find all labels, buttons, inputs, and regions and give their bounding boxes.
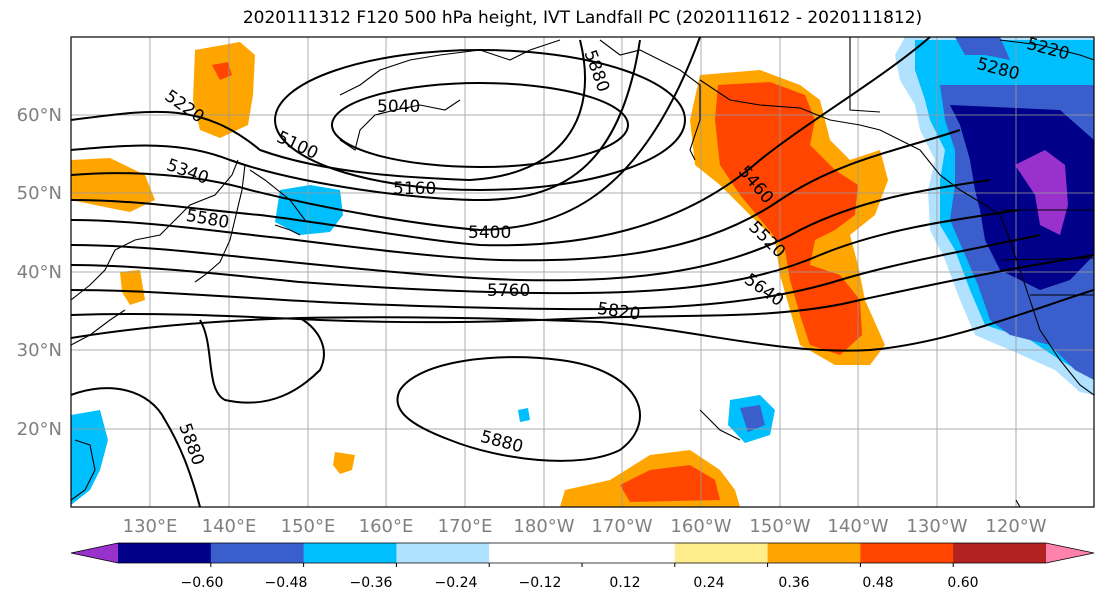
colorbar-tick-label: 0.12 xyxy=(609,575,640,591)
contour-label: 5100 xyxy=(274,127,322,163)
colorbar-segment xyxy=(210,543,305,563)
colorbar-extend-low xyxy=(71,543,118,563)
lon-label: 130°W xyxy=(906,516,967,537)
lon-label: 170°E xyxy=(438,516,493,537)
contour-label: 5340 xyxy=(164,155,211,189)
colorbar-tick-labels: −0.60 −0.48 −0.36 −0.24 −0.12 0.12 0.24 … xyxy=(181,575,979,591)
contour-label: 5160 xyxy=(393,179,436,199)
lon-label: 170°W xyxy=(591,516,652,537)
lon-label: 140°W xyxy=(827,516,888,537)
lon-label: 150°W xyxy=(749,516,810,537)
colorbar-segment xyxy=(396,543,490,563)
contour-label: 5880 xyxy=(478,427,525,458)
contour-label: 5040 xyxy=(377,97,420,117)
colorbar-tick-label: −0.36 xyxy=(350,575,393,591)
lon-label: 160°E xyxy=(359,516,414,537)
colorbar-tick-label: −0.48 xyxy=(265,575,308,591)
map-title: 2020111312 F120 500 hPa height, IVT Land… xyxy=(242,8,923,28)
colorbar-tick-label: −0.12 xyxy=(519,575,562,591)
colorbar-segment xyxy=(767,543,861,563)
colorbar-tick-label: −0.24 xyxy=(435,575,478,591)
colorbar-tick-label: 0.36 xyxy=(778,575,809,591)
contour-label: 5880 xyxy=(174,421,208,468)
shaded-field xyxy=(71,37,1094,507)
lat-label: 30°N xyxy=(17,340,62,361)
colorbar xyxy=(70,542,1095,567)
gridlines xyxy=(71,37,1094,507)
colorbar-segment xyxy=(582,543,676,563)
colorbar-segment xyxy=(489,543,583,563)
colorbar-tick-label: 0.24 xyxy=(693,575,724,591)
lat-label: 40°N xyxy=(17,262,62,283)
contour-label: 5760 xyxy=(487,281,530,301)
latitude-labels: 60°N 50°N 40°N 30°N 20°N xyxy=(17,105,62,440)
lon-label: 140°E xyxy=(202,516,257,537)
colorbar-outline xyxy=(70,542,1095,564)
lon-label: 130°E xyxy=(123,516,178,537)
contour-label: 5820 xyxy=(596,299,642,325)
colorbar-segment xyxy=(118,543,212,563)
colorbar-segment xyxy=(674,543,769,563)
lon-label: 150°E xyxy=(281,516,336,537)
lon-label: 120°W xyxy=(985,516,1046,537)
colorbar-tick-label: −0.60 xyxy=(181,575,224,591)
colorbar-segment xyxy=(860,543,954,563)
colorbar-segment xyxy=(953,543,1047,563)
longitude-labels: 130°E 140°E 150°E 160°E 170°E 180°W 170°… xyxy=(123,516,1047,537)
lon-label: 160°W xyxy=(670,516,731,537)
height-contours xyxy=(71,37,1094,507)
lat-label: 50°N xyxy=(17,183,62,204)
colorbar-tick-label: 0.60 xyxy=(947,575,978,591)
lon-label: 180°W xyxy=(513,516,574,537)
lat-label: 20°N xyxy=(17,419,62,440)
colorbar-tick-label: 0.48 xyxy=(862,575,893,591)
map-frame xyxy=(70,36,1095,508)
colorbar-segment xyxy=(303,543,397,563)
colorbar-extend-high xyxy=(1046,543,1094,563)
lat-label: 60°N xyxy=(17,105,62,126)
contour-label: 5400 xyxy=(468,223,511,243)
